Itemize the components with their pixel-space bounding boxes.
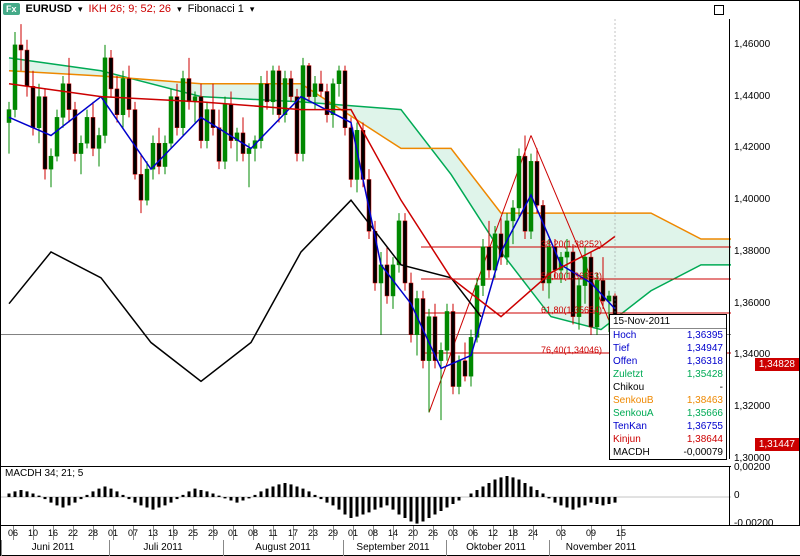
info-val: - bbox=[720, 382, 723, 393]
symbol-label: EURUSD bbox=[26, 3, 72, 15]
x-tick: 01 bbox=[228, 528, 238, 538]
info-key: Chikou bbox=[613, 382, 644, 393]
x-tick: 26 bbox=[428, 528, 438, 538]
x-tick: 29 bbox=[328, 528, 338, 538]
x-tick: 12 bbox=[488, 528, 498, 538]
x-tick: 23 bbox=[308, 528, 318, 538]
info-val: 1,36395 bbox=[687, 330, 723, 341]
x-tick: 06 bbox=[8, 528, 18, 538]
info-key: SenkouB bbox=[613, 395, 654, 406]
info-key: Hoch bbox=[613, 330, 636, 341]
x-tick: 03 bbox=[556, 528, 566, 538]
fib-dropdown-icon[interactable]: ▾ bbox=[250, 4, 255, 15]
info-val: -0,00079 bbox=[684, 447, 723, 458]
y-tick: 1,32000 bbox=[734, 401, 770, 412]
x-tick: 01 bbox=[348, 528, 358, 538]
x-tick: 29 bbox=[208, 528, 218, 538]
x-tick: 08 bbox=[368, 528, 378, 538]
x-tick: 01 bbox=[108, 528, 118, 538]
x-tick: 06 bbox=[468, 528, 478, 538]
x-tick: 20 bbox=[408, 528, 418, 538]
ikh-dropdown-icon[interactable]: ▾ bbox=[177, 4, 182, 15]
x-tick: 19 bbox=[168, 528, 178, 538]
x-month: November 2011 bbox=[566, 542, 636, 553]
price-tag: 1,34828 bbox=[755, 358, 799, 371]
x-month: Juli 2011 bbox=[143, 542, 182, 553]
y-tick-sub: 0,00200 bbox=[734, 462, 770, 473]
fib-label: Fibonacci 1 bbox=[188, 3, 244, 15]
fib-label: 61,80(1,35654) bbox=[541, 305, 602, 315]
info-val: 1,38644 bbox=[687, 434, 723, 445]
x-tick: 28 bbox=[88, 528, 98, 538]
x-tick: 07 bbox=[128, 528, 138, 538]
x-tick: 16 bbox=[48, 528, 58, 538]
x-tick: 25 bbox=[188, 528, 198, 538]
price-tag: 1,31447 bbox=[755, 438, 799, 451]
symbol-dropdown-icon[interactable]: ▾ bbox=[78, 4, 83, 15]
macdh-chart[interactable] bbox=[1, 466, 731, 526]
x-tick: 17 bbox=[288, 528, 298, 538]
x-tick: 24 bbox=[528, 528, 538, 538]
y-tick: 1,44000 bbox=[734, 91, 770, 102]
y-tick: 1,42000 bbox=[734, 142, 770, 153]
x-month: Juni 2011 bbox=[32, 542, 75, 553]
x-tick: 14 bbox=[388, 528, 398, 538]
y-axis: 1,300001,320001,340001,360001,380001,400… bbox=[729, 19, 799, 459]
info-val: 1,36755 bbox=[687, 421, 723, 432]
x-tick: 11 bbox=[268, 528, 277, 538]
x-tick: 03 bbox=[448, 528, 458, 538]
fib-label: 38,20(1,38252) bbox=[541, 239, 602, 249]
info-val: 1,36318 bbox=[687, 356, 723, 367]
x-month: August 2011 bbox=[255, 542, 310, 553]
fx-badge: Fx bbox=[3, 3, 20, 15]
info-val: 1,35428 bbox=[687, 369, 723, 380]
x-tick: 08 bbox=[248, 528, 258, 538]
info-key: SenkouA bbox=[613, 408, 654, 419]
x-month: September 2011 bbox=[356, 542, 429, 553]
fib-label: 50,00(1,36953) bbox=[541, 271, 602, 281]
info-box: 15-Nov-2011 Hoch 1,36395 Tief 1,34947 Offen 1,… bbox=[609, 314, 727, 460]
x-month: Oktober 2011 bbox=[466, 542, 526, 553]
x-axis: 06 10 16 22 28 01 07 13 19 25 29 01 08 11 17 23 29 01 08 14… bbox=[1, 525, 800, 555]
info-key: TenKan bbox=[613, 421, 647, 432]
info-key: Offen bbox=[613, 356, 637, 367]
y-tick: 1,36000 bbox=[734, 298, 770, 309]
x-tick: 18 bbox=[508, 528, 518, 538]
y-axis-sub: 0,002000-0,00200 bbox=[729, 466, 799, 526]
info-key: Zuletzt bbox=[613, 369, 643, 380]
y-tick-sub: 0 bbox=[734, 490, 740, 501]
x-tick: 09 bbox=[586, 528, 596, 538]
x-tick: 13 bbox=[148, 528, 158, 538]
info-key: Kinjun bbox=[613, 434, 641, 445]
ikh-label: IKH 26; 9; 52; 26 bbox=[89, 3, 172, 15]
info-val: 1,35666 bbox=[687, 408, 723, 419]
y-tick: 1,46000 bbox=[734, 39, 770, 50]
x-tick: 15 bbox=[616, 528, 626, 538]
x-tick: 10 bbox=[28, 528, 38, 538]
info-key: MACDH bbox=[613, 447, 650, 458]
fib-label: 76,40(1,34046) bbox=[541, 345, 602, 355]
minimize-icon[interactable] bbox=[714, 5, 724, 15]
x-tick: 22 bbox=[68, 528, 78, 538]
info-val: 1,38463 bbox=[687, 395, 723, 406]
info-key: Tief bbox=[613, 343, 629, 354]
info-val: 1,34947 bbox=[687, 343, 723, 354]
y-tick: 1,40000 bbox=[734, 194, 770, 205]
info-date: 15-Nov-2011 bbox=[613, 316, 670, 327]
y-tick: 1,38000 bbox=[734, 246, 770, 257]
chart-container: Fx EURUSD ▾ IKH 26; 9; 52; 26 ▾ Fibonacc… bbox=[0, 0, 800, 556]
chart-header: Fx EURUSD ▾ IKH 26; 9; 52; 26 ▾ Fibonacc… bbox=[3, 3, 254, 15]
macdh-label: MACDH 34; 21; 5 bbox=[5, 468, 83, 479]
